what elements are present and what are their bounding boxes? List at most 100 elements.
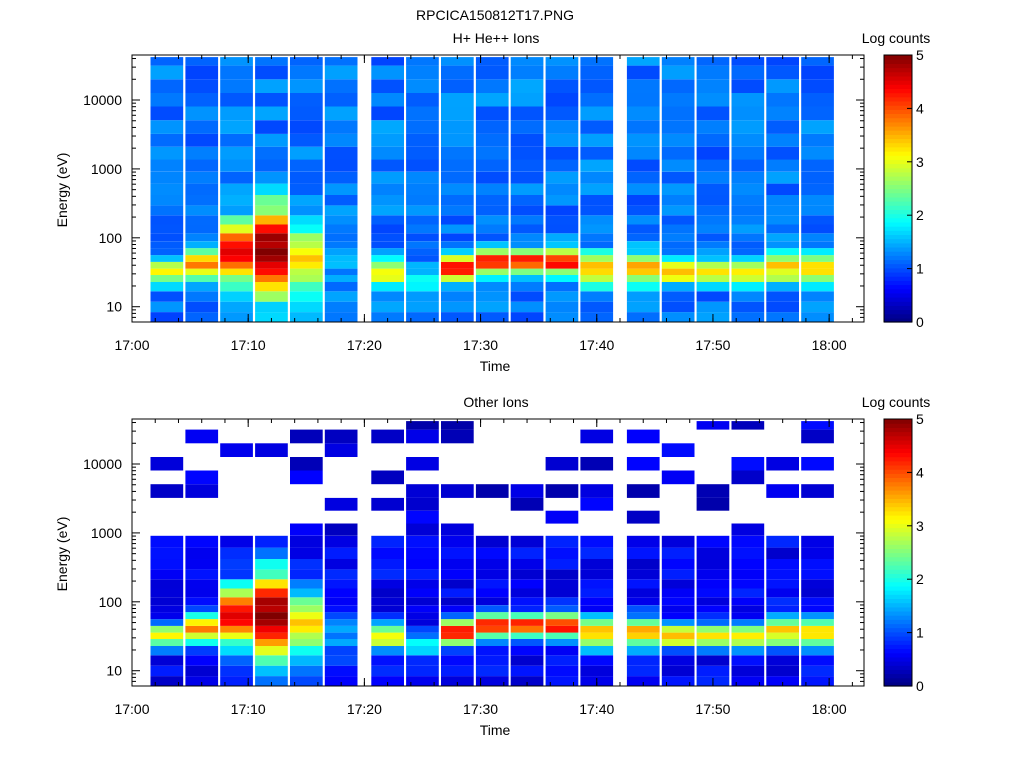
heatmap-cell: [290, 282, 323, 292]
heatmap-cell: [766, 205, 799, 216]
colorbar-swatch: [884, 669, 912, 675]
heatmap-cell: [220, 632, 253, 639]
heatmap-cell: [371, 579, 404, 589]
heatmap-cell: [255, 676, 288, 686]
heatmap-cell: [324, 547, 358, 559]
heatmap-cell: [801, 484, 834, 498]
heatmap-cell: [475, 646, 509, 656]
heatmap-cell: [801, 665, 834, 677]
colorbar-swatch: [884, 502, 912, 508]
heatmap-cell: [661, 291, 695, 302]
heatmap-cell: [324, 268, 358, 275]
heatmap-cell: [661, 535, 695, 548]
heatmap-cell: [371, 282, 404, 292]
heatmap-cell: [150, 291, 184, 302]
colorbar-tick-label: 4: [916, 100, 924, 116]
heatmap-cell: [255, 224, 288, 234]
colorbar-tick-label: 1: [916, 261, 924, 277]
heatmap-cell: [510, 57, 544, 66]
heatmap-cell: [766, 457, 799, 471]
heatmap-cell: [626, 639, 660, 646]
heatmap-cell: [185, 470, 219, 485]
colorbar-label: Log counts: [862, 30, 931, 46]
colorbar-swatch: [884, 130, 912, 135]
heatmap-cell: [255, 632, 288, 639]
colorbar-swatch: [884, 623, 912, 629]
heatmap-cell: [324, 275, 358, 282]
heatmap-cell: [801, 255, 834, 262]
heatmap-cell: [626, 312, 660, 322]
heatmap-cell: [185, 312, 219, 322]
x-axis-label: Time: [480, 722, 511, 738]
heatmap-cell: [661, 547, 695, 559]
heatmap-cell: [545, 312, 579, 322]
heatmap-cell: [220, 646, 253, 656]
heatmap-cell: [475, 676, 509, 686]
heatmap-cell: [545, 255, 579, 262]
heatmap-cell: [696, 619, 730, 626]
heatmap-cell: [324, 120, 358, 134]
heatmap-cell: [441, 248, 474, 256]
heatmap-cell: [510, 171, 544, 184]
heatmap-cell: [766, 597, 799, 606]
heatmap-cell: [406, 248, 439, 256]
heatmap-cell: [626, 282, 660, 292]
x-tick-label: 17:50: [695, 701, 730, 717]
colorbar-swatch: [884, 242, 912, 248]
heatmap-cell: [580, 457, 614, 471]
heatmap-cell: [150, 224, 184, 234]
colorbar-swatch: [884, 427, 912, 433]
heatmap-cell: [255, 597, 288, 606]
panel-title: Other Ions: [463, 394, 528, 410]
colorbar: 0 1 2 3 4 5: [883, 411, 924, 694]
heatmap-cell: [475, 268, 509, 275]
heatmap-cell: [255, 579, 288, 589]
heatmap-cell: [290, 605, 323, 613]
heatmap-cell: [731, 261, 765, 269]
heatmap-cell: [475, 655, 509, 666]
heatmap-cell: [290, 597, 323, 606]
colorbar-swatch: [884, 75, 912, 81]
heatmap-cell: [371, 224, 404, 234]
heatmap-cell: [324, 301, 358, 313]
colorbar-swatch: [884, 317, 912, 323]
heatmap-cell: [545, 665, 579, 677]
heatmap-cell: [801, 120, 834, 134]
heatmap-cell: [324, 261, 358, 269]
colorbar-swatch: [884, 263, 912, 269]
heatmap-cell: [766, 159, 799, 172]
heatmap-cell: [185, 619, 219, 626]
heatmap-cell: [626, 612, 660, 620]
heatmap-cell: [545, 646, 579, 656]
heatmap-cell: [661, 579, 695, 589]
heatmap-cell: [626, 233, 660, 242]
heatmap-cell: [580, 159, 614, 172]
heatmap-cell: [696, 171, 730, 184]
heatmap-cell: [441, 65, 474, 80]
heatmap-cell: [580, 547, 614, 559]
heatmap-cell: [185, 665, 219, 677]
heatmap-cell: [580, 224, 614, 234]
y-tick-label: 100: [99, 594, 123, 610]
heatmap-cell: [441, 195, 474, 206]
heatmap-cell: [801, 79, 834, 93]
heatmap-cell: [185, 676, 219, 686]
heatmap-cell: [406, 597, 439, 606]
heatmap-cell: [580, 559, 614, 570]
colorbar-swatch: [884, 544, 912, 549]
heatmap-cell: [220, 205, 253, 216]
heatmap-cell: [580, 612, 614, 620]
heatmap-cell: [731, 248, 765, 256]
heatmap-cell: [661, 183, 695, 195]
heatmap-cell: [220, 215, 253, 225]
heatmap-cell: [255, 655, 288, 666]
heatmap-cell: [255, 547, 288, 559]
y-tick-label: 1000: [91, 161, 122, 177]
heatmap-cell: [185, 535, 219, 548]
heatmap-cell: [220, 547, 253, 559]
heatmap-cell: [290, 301, 323, 313]
colorbar-tick-label: 3: [916, 154, 924, 170]
heatmap-cell: [185, 79, 219, 93]
heatmap-cell: [290, 241, 323, 249]
heatmap-cell: [545, 605, 579, 613]
